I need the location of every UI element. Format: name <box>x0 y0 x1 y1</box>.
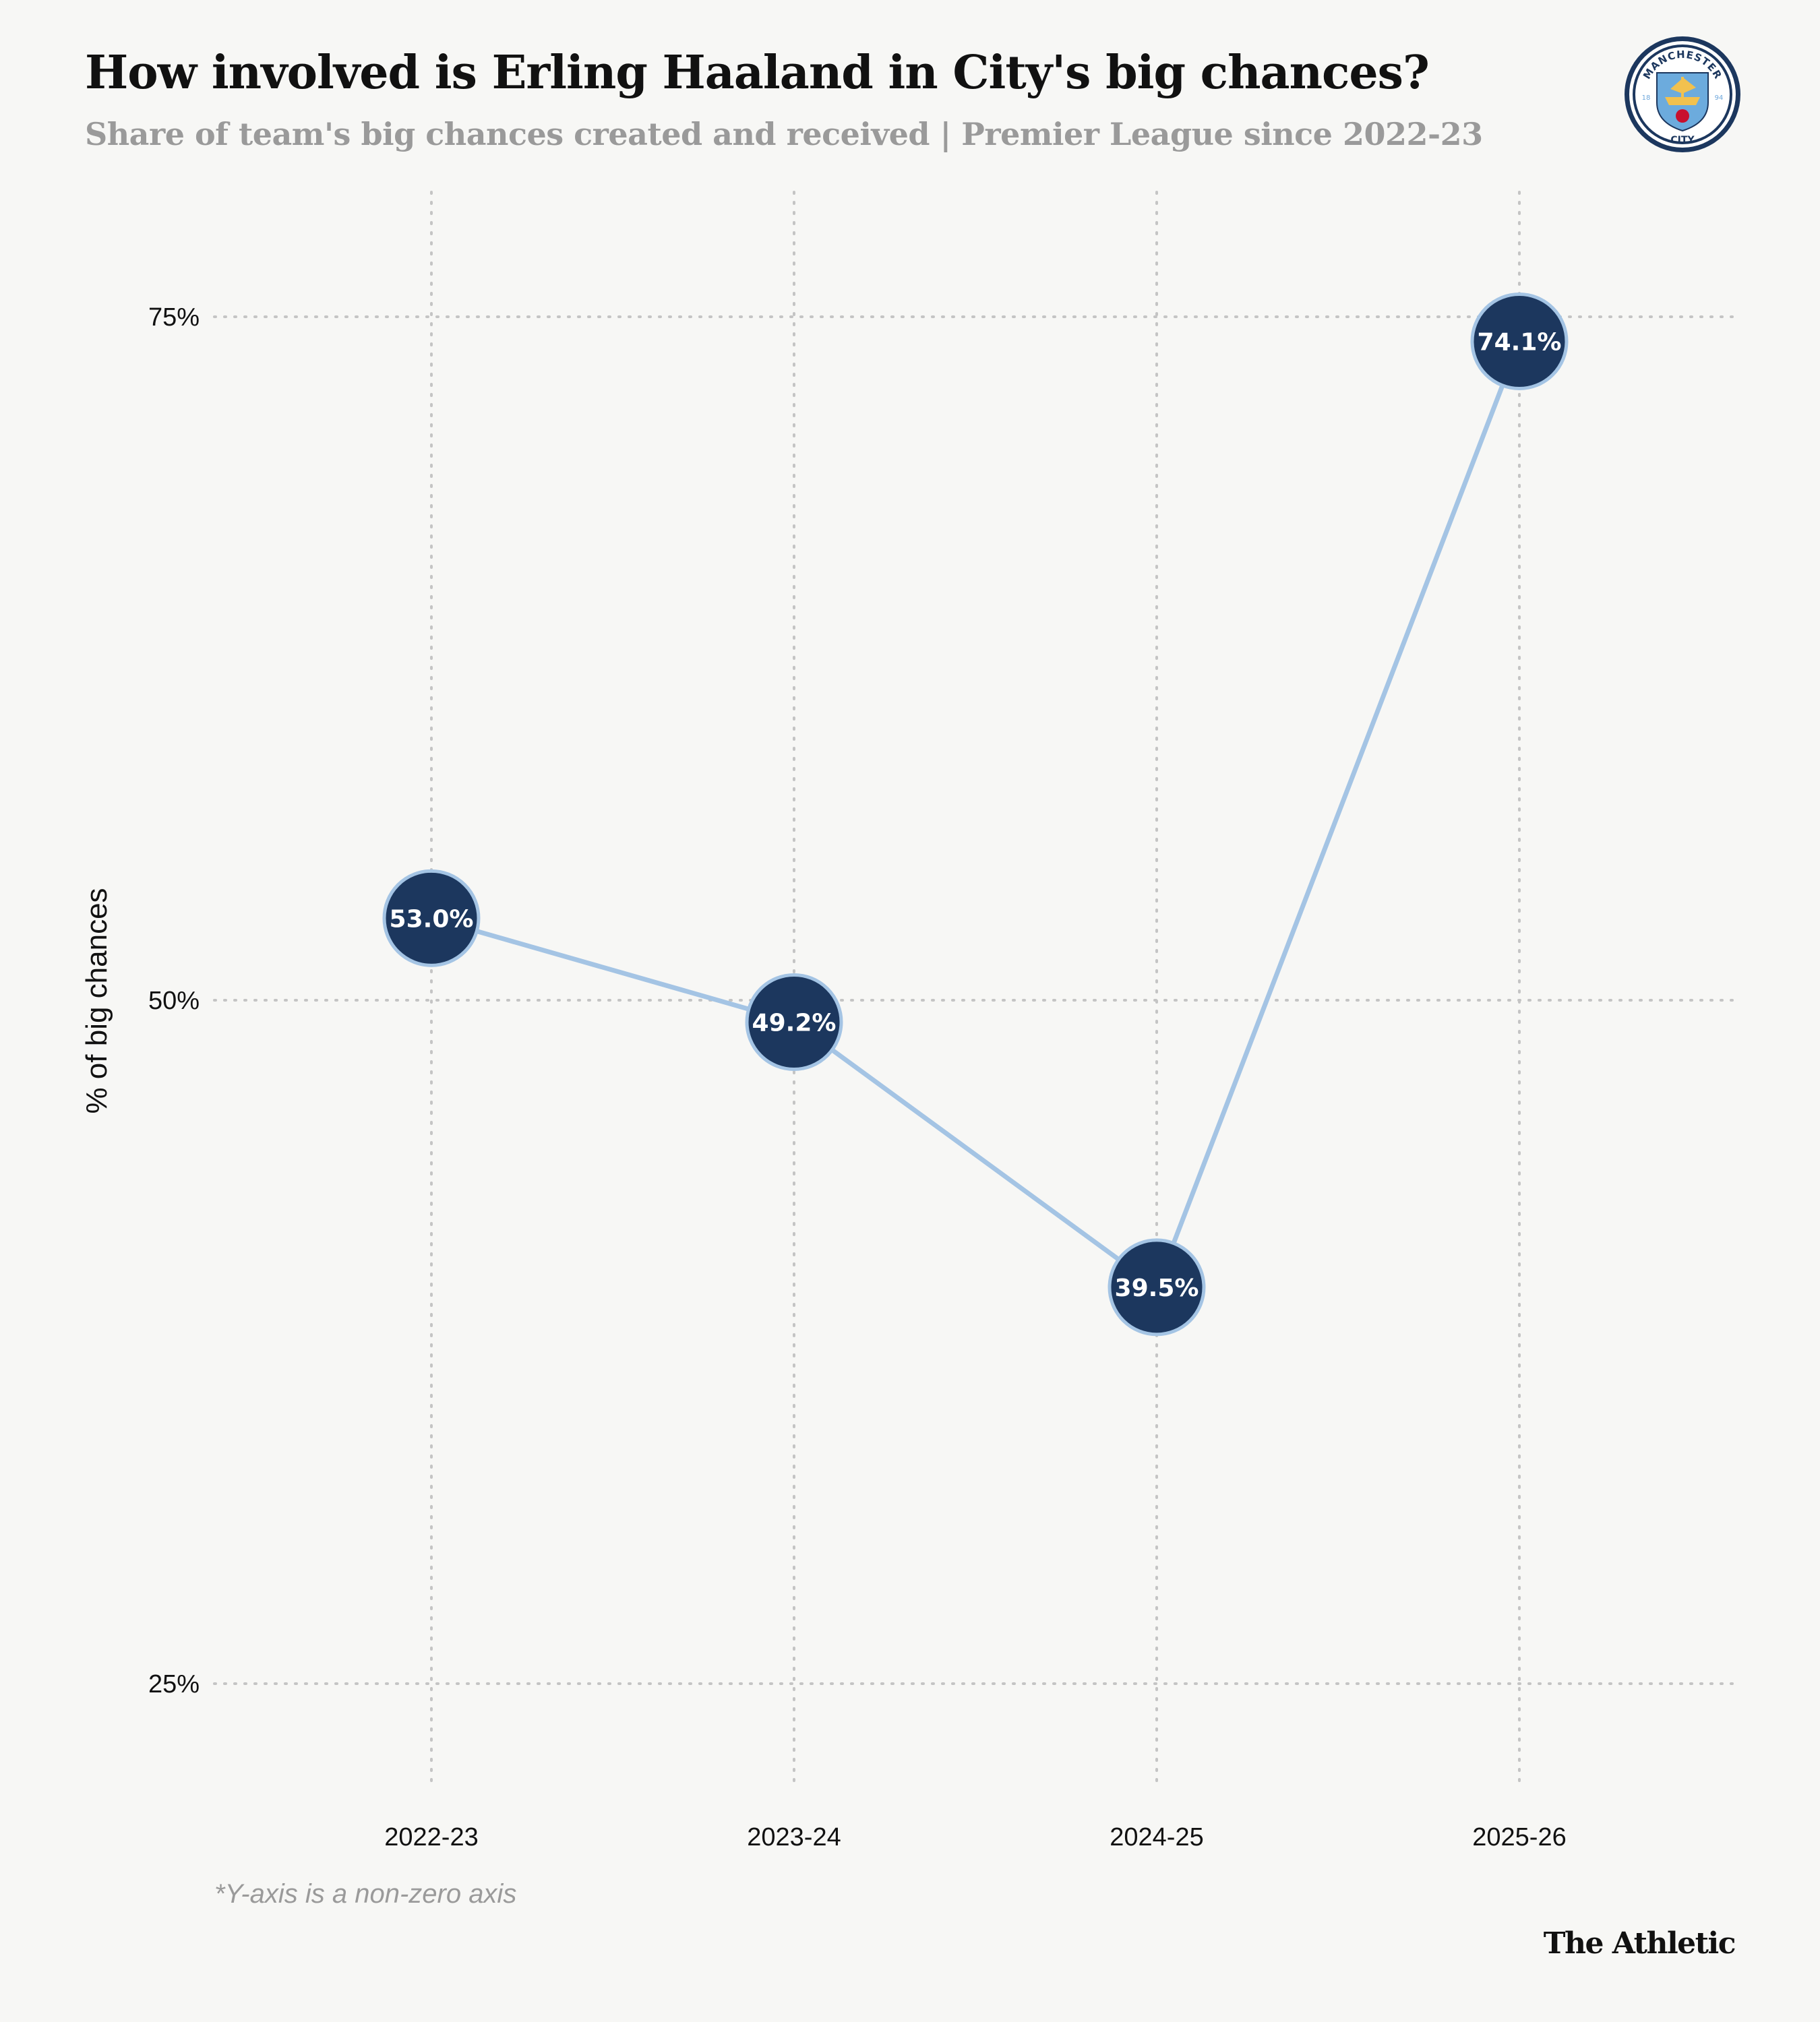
data-label: 74.1% <box>1478 329 1562 357</box>
manchester-city-crest-icon: MANCHESTER CITY 18 94 <box>1625 36 1740 152</box>
data-label: 49.2% <box>752 1009 837 1037</box>
data-label: 53.0% <box>390 905 474 933</box>
y-axis-label: % of big chances <box>80 888 113 1113</box>
crest-year-left: 18 <box>1642 94 1651 102</box>
brand-logo: The Athletic <box>1543 1926 1736 1961</box>
y-tick-label: 75% <box>148 303 200 332</box>
axes: 2022-23 2023-24 2024-25 2025-26 25% 50% 75% <box>148 303 1567 1851</box>
y-tick-label: 25% <box>148 1670 200 1698</box>
chart-subtitle: Share of team's big chances created and … <box>85 116 1483 152</box>
x-tick-label: 2025-26 <box>1472 1823 1566 1851</box>
x-tick-label: 2024-25 <box>1110 1823 1203 1851</box>
line-chart: 2022-23 2023-24 2024-25 2025-26 25% 50% 75% % … <box>80 191 1740 1851</box>
data-point <box>1108 1238 1206 1337</box>
grid <box>213 191 1740 1787</box>
crest-text-bottom: CITY <box>1670 135 1695 146</box>
series-line <box>431 340 1522 1290</box>
markers: 53.0% 49.2% 39.5% 74.1% <box>382 293 1569 1337</box>
x-tick-label: 2022-23 <box>384 1823 478 1851</box>
x-tick-label: 2023-24 <box>747 1823 841 1851</box>
data-point <box>382 869 481 967</box>
chart-title: How involved is Erling Haaland in City's… <box>85 46 1430 100</box>
footnote: *Y-axis is a non-zero axis <box>214 1879 517 1909</box>
data-point <box>1470 293 1569 391</box>
data-label: 39.5% <box>1115 1275 1199 1302</box>
data-point <box>745 973 843 1071</box>
y-tick-label: 50% <box>148 987 200 1015</box>
series-line-group <box>431 340 1522 1290</box>
crest-year-right: 94 <box>1715 94 1724 102</box>
